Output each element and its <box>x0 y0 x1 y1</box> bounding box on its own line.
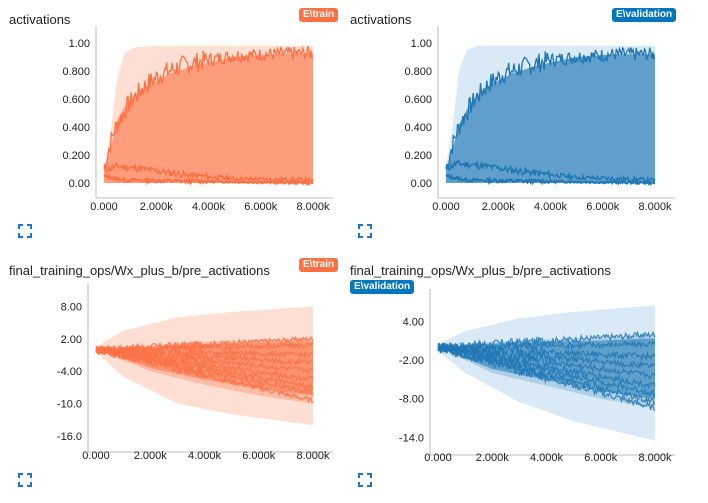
chart-svg: 4.00 -2.00 -8.00 -14.00.000 2.000k 4.000k 6.00… <box>399 289 675 464</box>
fullscreen-expand-icon[interactable] <box>18 473 32 487</box>
x-tick-label: 4.000k <box>534 201 568 213</box>
percentile-line-lower <box>103 161 314 184</box>
fullscreen-expand-icon[interactable] <box>18 224 32 238</box>
y-tick-label: 0.00 <box>69 178 90 190</box>
y-tick-label: 2.00 <box>61 334 82 346</box>
y-tick-label: -2.00 <box>399 355 424 367</box>
y-tick-label: 0.200 <box>404 150 432 162</box>
x-tick-label: 6.000k <box>242 450 276 462</box>
chart-card-pre-activations-validation: final_training_ops/Wx_plus_b/pre_activat… <box>342 252 687 502</box>
y-tick-label: -16.0 <box>57 431 82 443</box>
x-tick-label: 8.000k <box>296 201 330 213</box>
x-tick-label: 0.000 <box>90 201 118 213</box>
percentile-line-bottom <box>103 173 314 186</box>
x-tick-label: 8.000k <box>638 201 672 213</box>
percentile-line <box>437 341 656 389</box>
x-tick-label: 0.000 <box>82 450 110 462</box>
x-tick-label: 6.000k <box>586 201 620 213</box>
percentile-line-lower <box>445 159 656 184</box>
percentile-line <box>437 343 656 399</box>
y-tick-label: 0.600 <box>404 94 432 106</box>
y-tick-label: 0.800 <box>404 66 432 78</box>
percentile-line <box>437 339 656 354</box>
distribution-band <box>446 54 655 184</box>
x-tick-label: 6.000k <box>244 201 278 213</box>
chart-title: final_training_ops/Wx_plus_b/pre_activat… <box>350 263 611 278</box>
y-tick-label: 0.400 <box>62 122 90 134</box>
y-tick-label: 0.800 <box>62 66 90 78</box>
y-tick-label: 0.400 <box>404 122 432 134</box>
y-tick-label: -4.00 <box>57 366 82 378</box>
run-badge: E\train <box>299 8 339 22</box>
x-tick-label: 2.000k <box>476 452 510 464</box>
percentile-line <box>95 347 314 404</box>
x-tick-label: 4.000k <box>530 452 564 464</box>
percentile-line-upper <box>445 46 656 170</box>
chart-card-activations-validation: activations E\validation 1.00 0.800 0.600 0… <box>342 0 687 250</box>
x-tick-label: 8.000k <box>296 450 330 462</box>
chart-title: final_training_ops/Wx_plus_b/pre_activat… <box>9 263 270 278</box>
x-tick-label: 4.000k <box>188 450 222 462</box>
x-tick-label: 2.000k <box>482 201 516 213</box>
y-tick-label: 4.00 <box>403 317 424 329</box>
percentile-line <box>95 346 314 396</box>
y-tick-label: -14.0 <box>399 432 424 444</box>
y-tick-label: -8.00 <box>399 394 424 406</box>
y-tick-label: 1.00 <box>69 38 90 50</box>
x-tick-label: 2.000k <box>140 201 174 213</box>
chart-card-activations-train: activations E\train 1.00 0.800 0.600 0.400 0… <box>0 0 345 250</box>
y-tick-label: 0.200 <box>62 150 90 162</box>
run-badge: E\validation <box>612 8 677 22</box>
percentile-line <box>95 341 314 355</box>
percentile-line <box>437 344 656 412</box>
x-tick-label: 6.000k <box>584 452 618 464</box>
percentile-line <box>437 343 656 406</box>
y-tick-label: 0.00 <box>411 178 432 190</box>
y-tick-label: 1.00 <box>411 38 432 50</box>
chart-svg: 1.00 0.800 0.600 0.400 0.200 0.000.000 2.000k 4… <box>404 26 675 213</box>
run-badge: E\validation <box>350 280 415 294</box>
x-tick-label: 8.000k <box>638 452 672 464</box>
x-tick-label: 0.000 <box>424 452 452 464</box>
fullscreen-expand-icon[interactable] <box>358 224 372 238</box>
chart-title: activations <box>350 12 412 27</box>
chart-svg: 8.00 2.00 -4.00 -10.0 -16.00.000 2.000k 4.000k… <box>57 283 333 462</box>
percentile-line <box>95 346 314 391</box>
y-tick-label: 8.00 <box>61 301 82 313</box>
x-tick-label: 0.000 <box>432 201 460 213</box>
percentile-line-upper <box>103 45 314 170</box>
x-tick-label: 4.000k <box>192 201 226 213</box>
x-tick-label: 2.000k <box>134 450 168 462</box>
distribution-band <box>104 52 313 183</box>
percentile-line-bottom <box>445 173 656 186</box>
chart-svg: 1.00 0.800 0.600 0.400 0.200 0.000.000 2.000k 4… <box>62 26 333 213</box>
chart-title: activations <box>9 12 71 27</box>
percentile-line <box>95 344 314 382</box>
fullscreen-expand-icon[interactable] <box>358 473 372 487</box>
y-tick-label: 0.600 <box>62 94 90 106</box>
percentile-line <box>437 342 656 362</box>
y-tick-label: -10.0 <box>57 399 82 411</box>
run-badge: E\train <box>299 258 339 272</box>
chart-card-pre-activations-train: final_training_ops/Wx_plus_b/pre_activat… <box>0 252 345 502</box>
